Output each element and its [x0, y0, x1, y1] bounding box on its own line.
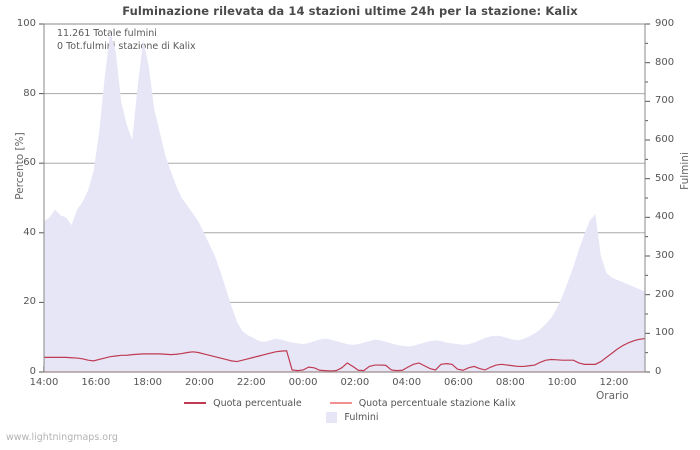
y-right-tick-label: 400	[655, 211, 675, 223]
plot-frame	[43, 23, 646, 373]
y-left-tick-label: 20	[23, 296, 36, 308]
x-tick-label: 22:00	[236, 377, 266, 388]
series-layer	[44, 31, 646, 373]
y-left-tick-label: 80	[23, 87, 36, 99]
y-right-tick-label: 500	[655, 172, 675, 184]
x-axis-title: Orario	[596, 390, 629, 402]
y-right-tick-label: 900	[655, 18, 675, 29]
x-tick-label: 14:00	[29, 377, 59, 388]
x-tick-label: 06:00	[444, 377, 473, 388]
chart-legend: Quota percentuale Quota percentuale stazi…	[0, 396, 700, 424]
y-left-tick-label: 0	[29, 366, 36, 377]
x-tick-label: 08:00	[495, 377, 525, 388]
legend-row: Quota percentuale Quota percentuale stazi…	[0, 396, 700, 410]
legend-item[interactable]: Quota percentuale stazione Kalix	[329, 397, 516, 409]
x-tick-label: 04:00	[392, 377, 422, 388]
y-right-tick-label: 200	[655, 288, 675, 300]
legend-row: Fulmini	[0, 410, 700, 424]
x-tick-label: 12:00	[599, 377, 629, 388]
legend-swatch-marker	[326, 411, 338, 423]
y-right-tick-label: 100	[655, 327, 675, 339]
y-right-tick-label: 800	[655, 56, 675, 68]
y-left-tick-label: 100	[16, 18, 36, 29]
annotation-total-lightning: 11.261 Totale fulmini	[57, 28, 157, 39]
legend-item-label: Quota percentuale stazione Kalix	[358, 397, 516, 409]
y-right-tick-label: 600	[655, 134, 675, 145]
y-left-tick-label: 60	[23, 157, 36, 169]
x-tick-label: 00:00	[288, 377, 318, 388]
chart-title: Fulminazione rilevata da 14 stazioni ult…	[122, 4, 578, 18]
x-tick-label: 18:00	[133, 377, 163, 388]
y-right-tick-label: 700	[655, 95, 675, 107]
area-series-fulmini	[44, 31, 645, 372]
legend-line-marker	[184, 402, 207, 404]
legend-item[interactable]: Quota percentuale	[184, 398, 302, 409]
x-tick-label: 20:00	[185, 377, 214, 388]
x-tick-label: 16:00	[81, 377, 111, 388]
y-left-tick-label: 40	[23, 226, 36, 238]
watermark: www.lightningmaps.org	[6, 432, 118, 443]
x-tick-label: 02:00	[340, 377, 370, 388]
legend-item[interactable]: Fulmini	[321, 411, 379, 423]
x-tick-label: 10:00	[547, 377, 577, 388]
annotation-station-lightning: 0 Tot.fulmini stazione di Kalix	[57, 41, 196, 52]
legend-item-label: Fulmini	[344, 411, 379, 423]
y-right-tick-label: 300	[655, 250, 675, 261]
legend-line-marker	[329, 402, 352, 404]
line-series-quota-percentuale	[44, 337, 646, 372]
y-right-tick-label: 0	[655, 366, 662, 377]
legend-item-label: Quota percentuale	[213, 397, 302, 409]
